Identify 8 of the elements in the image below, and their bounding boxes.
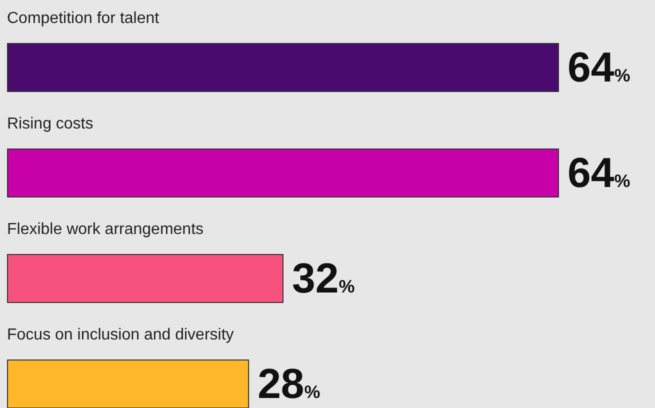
y-tick-label: Rising costs <box>7 116 94 132</box>
y-tick-label: Competition for talent <box>7 10 160 27</box>
data-label: 64% <box>568 44 630 90</box>
data-label: 64% <box>568 149 630 196</box>
data-label: 28% <box>258 360 320 407</box>
y-tick-label: Focus on inclusion and diversity <box>7 326 234 344</box>
y-tick-label: Flexible work arrangements <box>7 221 204 238</box>
data-label: 32% <box>292 254 355 302</box>
